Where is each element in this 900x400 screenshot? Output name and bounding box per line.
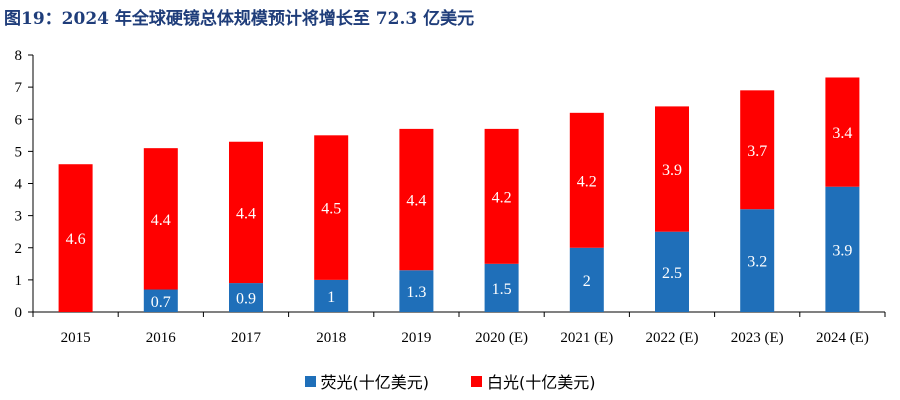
y-tick-label: 6 <box>15 112 23 128</box>
data-label: 1 <box>327 289 335 306</box>
x-tick-label: 2021 (E) <box>560 330 613 346</box>
data-label: 3.9 <box>832 242 852 259</box>
data-label: 3.2 <box>747 254 767 271</box>
legend: 荧光(十亿美元) 白光(十亿美元) <box>0 369 900 393</box>
bar-fluorescent <box>825 186 860 312</box>
bar-white-light <box>229 141 263 284</box>
x-tick-label: 2018 <box>316 330 346 346</box>
data-label: 4.4 <box>406 193 426 210</box>
legend-swatch-fluorescent <box>304 375 316 387</box>
bar-white-light <box>399 128 434 271</box>
data-label: 4.4 <box>151 212 171 229</box>
legend-item-fluorescent: 荧光(十亿美元) <box>304 369 430 393</box>
legend-swatch-white-light <box>471 375 482 387</box>
legend-label-fluorescent: 荧光(十亿美元) <box>320 373 430 392</box>
y-tick-label: 8 <box>15 48 23 64</box>
bar-fluorescent <box>740 209 775 312</box>
y-tick-label: 7 <box>15 80 23 96</box>
bar-white-light <box>143 148 178 290</box>
bars: 04.60.74.40.94.414.51.34.41.54.224.22.53… <box>58 77 860 312</box>
bar-white-light <box>314 135 349 280</box>
bar-white-light <box>825 77 860 187</box>
y-tick-label: 5 <box>15 144 23 160</box>
x-tick-label: 2016 <box>146 330 177 346</box>
y-tick-label: 1 <box>15 273 23 289</box>
data-label: 4.2 <box>492 189 512 206</box>
bar-white-light <box>58 164 93 312</box>
legend-label-white-light: 白光(十亿美元) <box>487 373 596 392</box>
data-label: 2 <box>583 273 591 290</box>
bar-fluorescent <box>655 231 689 312</box>
data-label: 1.3 <box>406 284 426 301</box>
x-tick-label: 2024 (E) <box>816 330 869 346</box>
data-label: 4.5 <box>321 201 341 218</box>
y-axis: 0 1 2 3 4 5 6 7 8 <box>15 48 34 321</box>
bar-white-light <box>484 128 519 264</box>
bar-white-light <box>655 106 689 232</box>
bar-fluorescent <box>314 279 349 312</box>
bar-fluorescent <box>484 263 519 312</box>
chart-title: 图19：2024 年全球硬镜总体规模预计将增长至 72.3 亿美元 <box>4 9 475 29</box>
data-label: 0.7 <box>151 294 171 311</box>
bar-white-light <box>740 90 775 210</box>
bar-fluorescent <box>569 247 604 312</box>
bar-white-light <box>569 112 604 248</box>
y-tick-label: 3 <box>15 209 23 225</box>
data-label: 4.2 <box>577 173 597 190</box>
x-tick-label: 2020 (E) <box>475 330 528 346</box>
bar-fluorescent <box>143 289 178 312</box>
legend-item-white-light: 白光(十亿美元) <box>471 369 596 393</box>
x-tick-label: 2017 <box>231 330 262 346</box>
y-tick-label: 0 <box>15 305 23 321</box>
data-label: 3.4 <box>832 125 852 142</box>
data-label: 3.7 <box>747 143 767 160</box>
y-tick-label: 2 <box>15 241 23 257</box>
x-tick-label: 2023 (E) <box>731 330 784 346</box>
data-label: 4.4 <box>236 205 256 222</box>
x-axis: 2015 2016 2017 2018 2019 2020 (E) 2021 (E) 2022… <box>32 311 886 346</box>
x-tick-label: 2019 <box>401 330 431 346</box>
y-tick-label: 4 <box>15 177 23 193</box>
bar-fluorescent <box>399 270 434 312</box>
data-label: 2.5 <box>662 265 682 282</box>
x-tick-label: 2015 <box>61 330 91 346</box>
data-label: 1.5 <box>492 281 512 298</box>
x-tick-label: 2022 (E) <box>646 330 699 346</box>
data-label: 3.9 <box>662 162 682 179</box>
data-label: 0.9 <box>236 291 256 308</box>
data-label: 4.6 <box>66 231 86 248</box>
bar-fluorescent <box>229 283 263 312</box>
